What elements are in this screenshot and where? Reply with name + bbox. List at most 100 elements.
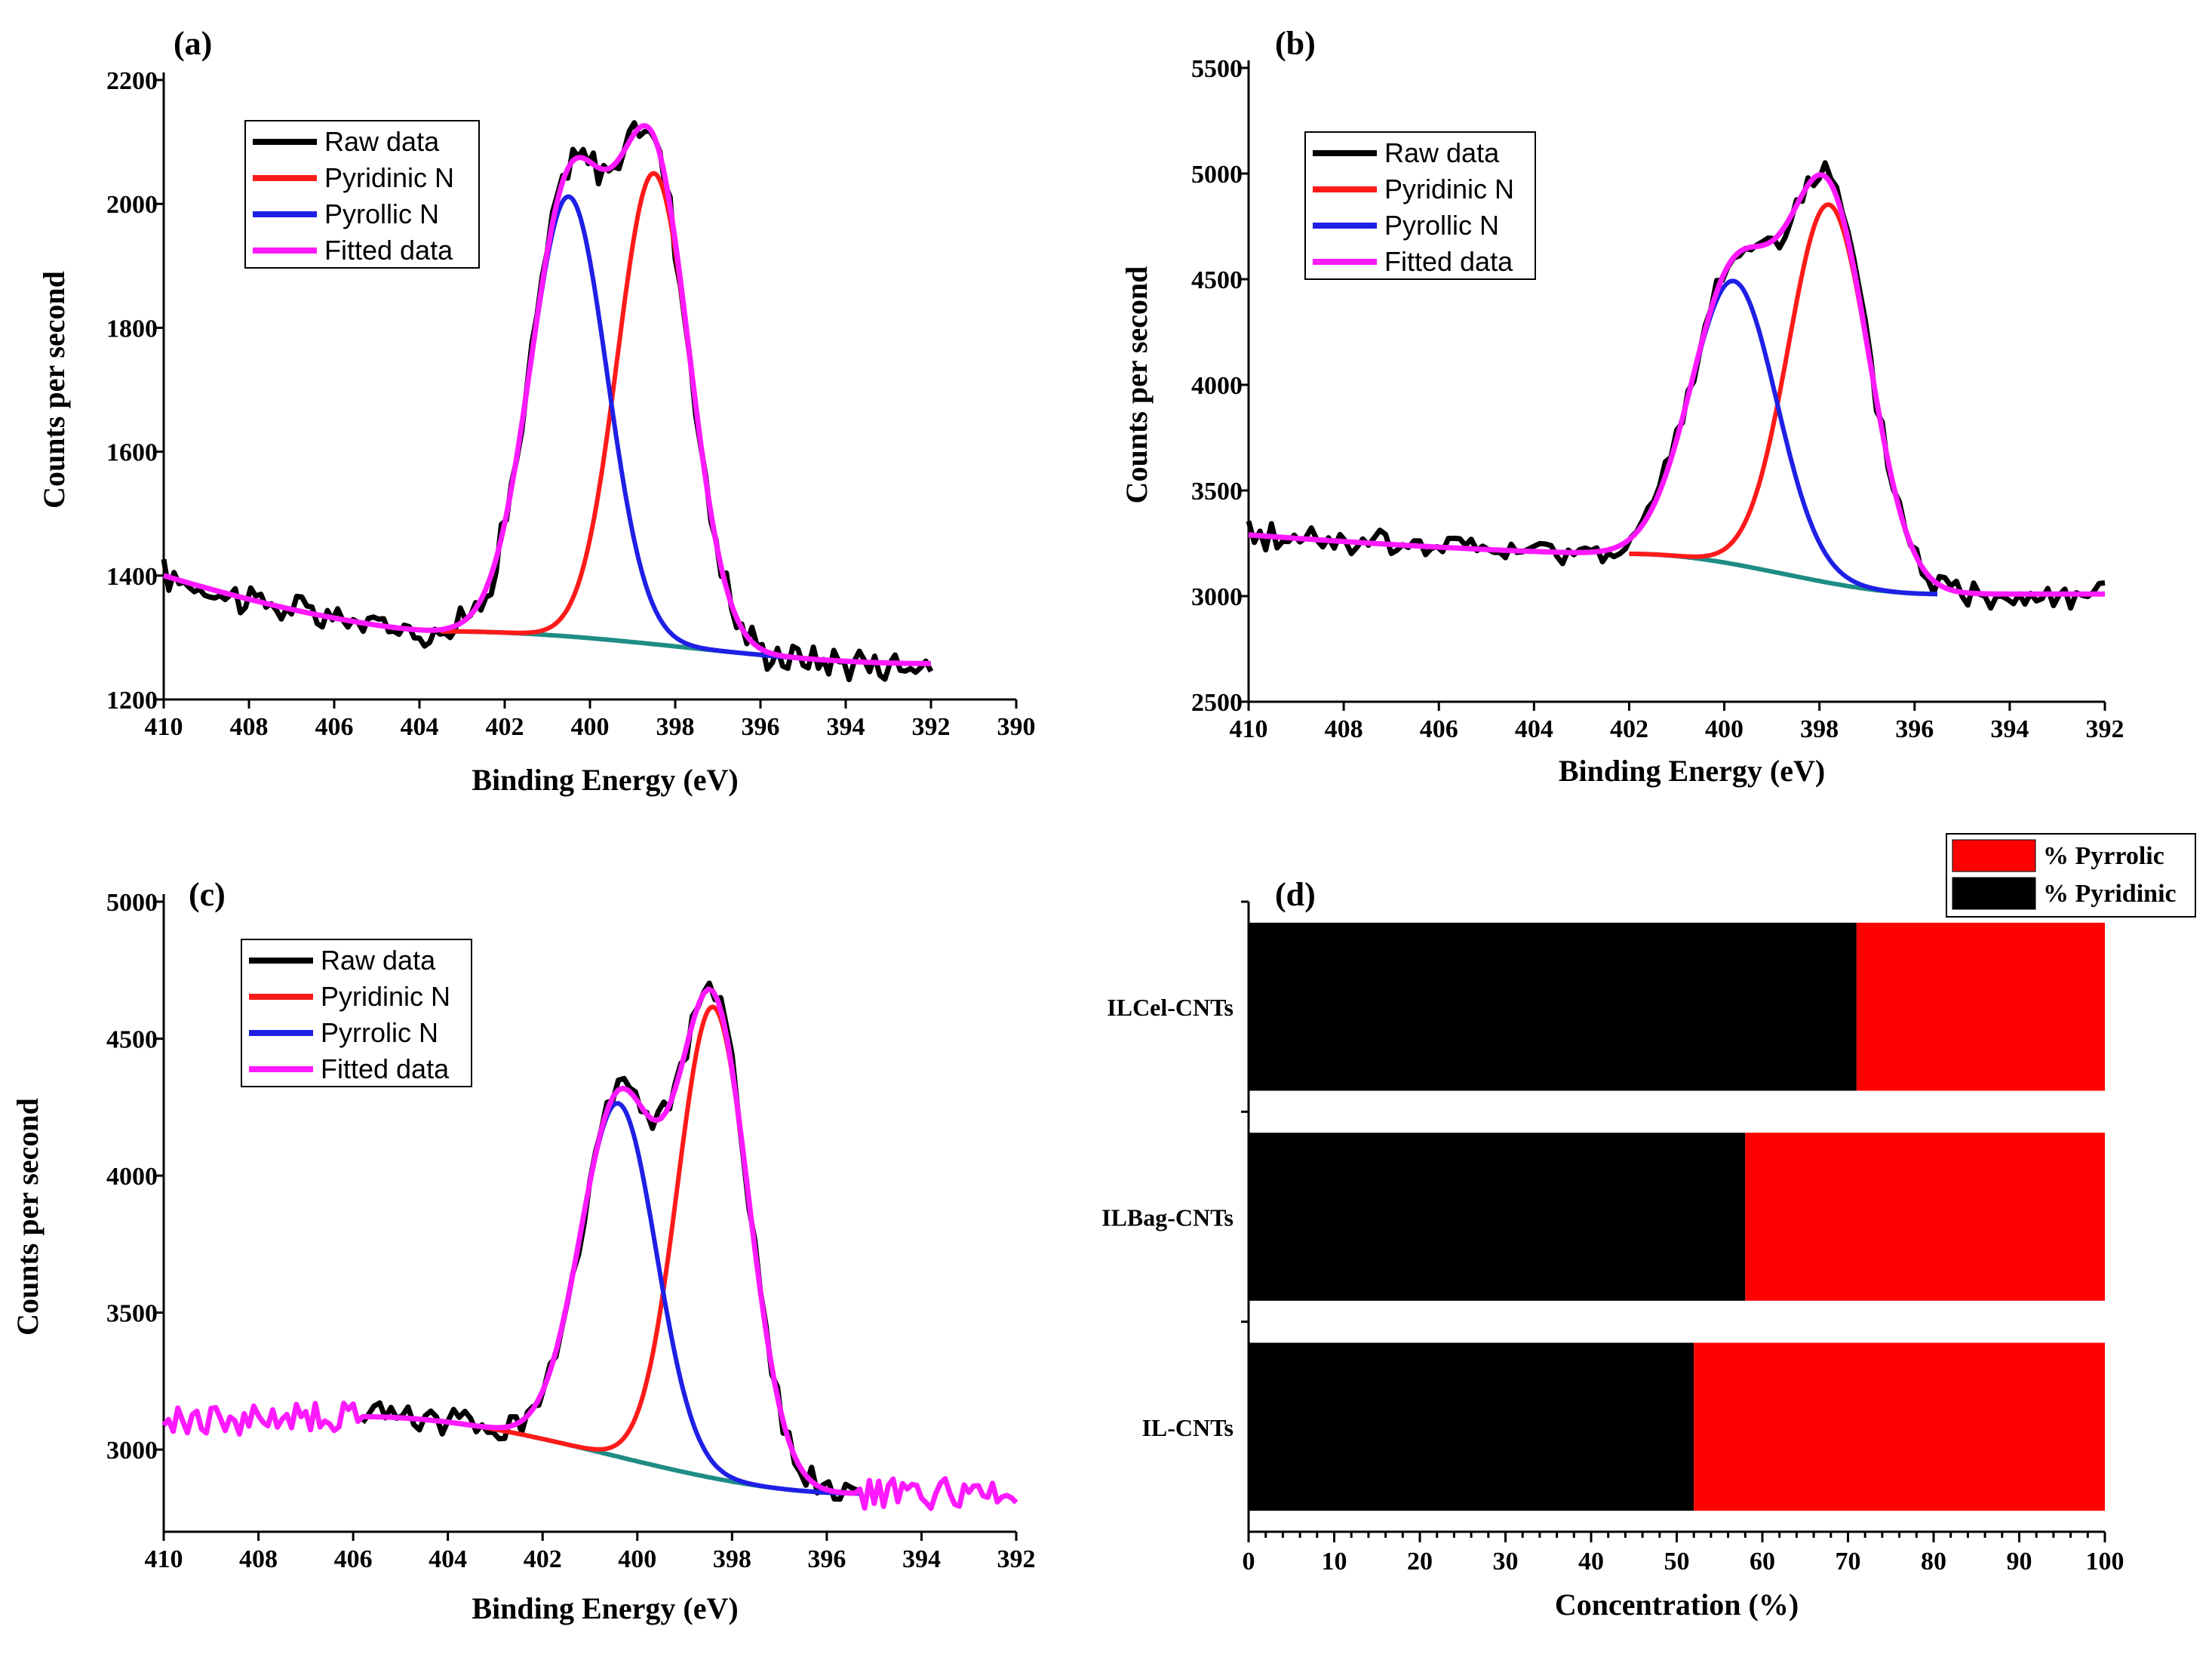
y-axis-label: Counts per second — [11, 1098, 45, 1336]
baseline-line — [1629, 552, 1937, 597]
y-axis-label: Counts per second — [1120, 266, 1154, 504]
x-tick-label: 392 — [2086, 715, 2124, 743]
x-tick-label: 398 — [656, 713, 695, 741]
x-tick-label: 408 — [230, 713, 269, 741]
y-tick-label: 5000 — [106, 889, 158, 917]
x-tick-label: 40 — [1578, 1548, 1604, 1576]
panel-label: (c) — [189, 876, 226, 913]
bar-pyrrolic — [1694, 1342, 2105, 1511]
fitted-data-line — [162, 123, 932, 666]
x-tick-label: 398 — [713, 1545, 751, 1573]
panel-d: 0 10 20 30 40 50 60 70 80 90 100 Concentration (%) (… — [1101, 833, 2196, 1622]
x-tick-label: 30 — [1493, 1548, 1519, 1576]
legend-entry: Raw data — [1384, 137, 1500, 168]
fitted-data-line — [161, 986, 1018, 1511]
legend-entry: % Pyridinic — [2043, 880, 2177, 908]
legend-entry: % Pyrrolic — [2043, 842, 2164, 870]
x-axis-label: Binding Energy (eV) — [472, 1591, 738, 1625]
bar-pyridinic — [1249, 922, 1857, 1091]
x-axis-label: Binding Energy (eV) — [472, 763, 738, 797]
legend-entry: Fitted data — [1384, 246, 1513, 277]
x-tick-label: 400 — [571, 713, 610, 741]
y-tick-label: 4500 — [106, 1026, 158, 1054]
x-tick-label: 406 — [334, 1545, 373, 1573]
y-tick-label: 4000 — [1191, 372, 1243, 400]
panel-a: 410 408 406 404 402 400 398 396 394 392 390 1200 140… — [37, 25, 1036, 797]
panel-c: 410 408 406 404 402 400 398 396 394 392 3000 3500 40… — [11, 876, 1036, 1625]
x-tick-label: 402 — [524, 1545, 562, 1573]
legend-entry: Fitted data — [321, 1053, 450, 1084]
x-tick-label: 396 — [742, 713, 780, 741]
x-tick-label: 402 — [486, 713, 524, 741]
legend-entry: Pyridinic N — [321, 981, 450, 1012]
category-label: IL-CNTs — [1141, 1414, 1233, 1441]
legend-entry: Pyrollic N — [1384, 210, 1499, 241]
x-tick-label: 0 — [1243, 1548, 1255, 1576]
y-tick-label: 3000 — [1191, 583, 1243, 611]
y-tick-label: 3000 — [106, 1437, 158, 1465]
panel-b: 410 408 406 404 402 400 398 396 394 392 2500 3000 35… — [1120, 25, 2124, 788]
legend-swatch — [1952, 839, 2036, 872]
x-tick-label: 398 — [1800, 715, 1839, 743]
x-tick-label: 90 — [2007, 1548, 2032, 1576]
x-tick-label: 80 — [1921, 1548, 1946, 1576]
x-tick-label: 396 — [1895, 715, 1934, 743]
y-tick-label: 1600 — [106, 439, 158, 467]
x-tick-label: 390 — [997, 713, 1036, 741]
legend: Raw data Pyridinic N Pyrrolic N Fitted data — [241, 939, 472, 1087]
pyrrolic-n-line — [440, 194, 930, 666]
legend: % Pyrrolic % Pyridinic — [1946, 833, 2196, 918]
y-tick-label: 2000 — [106, 191, 158, 219]
legend-swatch — [1952, 877, 2036, 910]
x-tick-label: 10 — [1322, 1548, 1347, 1576]
category-label: ILCel-CNTs — [1107, 994, 1233, 1021]
x-tick-label: 410 — [1230, 715, 1268, 743]
legend-entry: Pyridinic N — [1384, 174, 1514, 204]
category-label: ILBag-CNTs — [1101, 1204, 1233, 1231]
bar-pyridinic — [1249, 1342, 1694, 1511]
x-tick-label: 392 — [997, 1545, 1036, 1573]
y-tick-label: 5500 — [1191, 55, 1243, 83]
y-axis-label: Counts per second — [37, 271, 71, 509]
y-tick-label: 2200 — [106, 67, 158, 95]
x-tick-label: 410 — [145, 713, 183, 741]
x-axis-label: Concentration (%) — [1555, 1588, 1799, 1622]
bar-pyrrolic — [1745, 1133, 2105, 1301]
y-tick-label: 4500 — [1191, 266, 1243, 294]
y-tick-label: 1200 — [106, 687, 158, 715]
x-tick-label: 400 — [618, 1545, 656, 1573]
legend-entry: Pyrrolic N — [321, 1017, 438, 1048]
panel-label: (b) — [1275, 25, 1316, 62]
x-tick-label: 410 — [145, 1545, 183, 1573]
x-tick-label: 70 — [1836, 1548, 1861, 1576]
x-tick-label: 20 — [1407, 1548, 1433, 1576]
fitted-data-line — [1248, 172, 2106, 597]
panel-label: (a) — [174, 25, 212, 62]
x-tick-label: 404 — [429, 1545, 467, 1573]
pyridinic-n-line — [1629, 202, 1939, 586]
legend-entry: Raw data — [321, 945, 436, 976]
legend-entry: Fitted data — [324, 235, 453, 266]
x-tick-label: 400 — [1705, 715, 1743, 743]
x-tick-label: 100 — [2086, 1548, 2124, 1576]
x-tick-label: 406 — [1420, 715, 1458, 743]
y-tick-label: 3500 — [106, 1300, 158, 1328]
x-tick-label: 392 — [912, 713, 951, 741]
x-tick-label: 394 — [902, 1545, 941, 1573]
pyridinic-n-line — [441, 171, 930, 666]
x-tick-label: 404 — [401, 713, 439, 741]
bar-pyridinic — [1249, 1133, 1746, 1301]
legend-box — [1304, 131, 1536, 280]
legend-box — [244, 120, 480, 269]
y-tick-label: 1400 — [106, 563, 158, 591]
x-tick-label: 408 — [239, 1545, 278, 1573]
y-tick-label: 4000 — [106, 1163, 158, 1191]
y-tick-label: 1800 — [106, 315, 158, 343]
legend-entry: Raw data — [324, 126, 440, 157]
x-tick-label: 394 — [1990, 715, 2029, 743]
legend-entry: Pyridinic N — [324, 162, 454, 193]
x-tick-label: 394 — [827, 713, 865, 741]
x-tick-label: 50 — [1664, 1548, 1690, 1576]
x-tick-label: 408 — [1325, 715, 1363, 743]
